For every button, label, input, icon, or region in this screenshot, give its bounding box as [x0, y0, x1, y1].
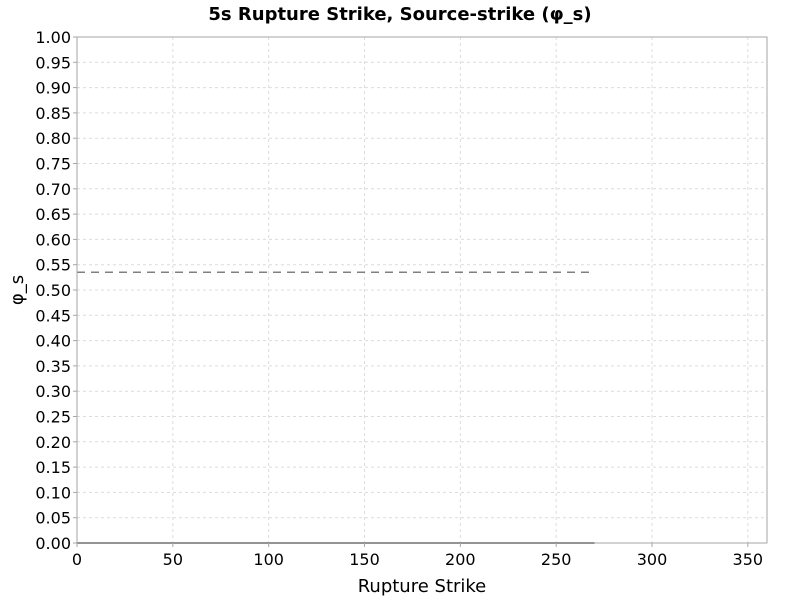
- x-tick-label: 250: [541, 550, 572, 569]
- y-tick-label: 0.75: [35, 155, 71, 174]
- y-tick-label: 0.40: [35, 332, 71, 351]
- x-tick-label: 100: [253, 550, 284, 569]
- y-tick-label: 0.60: [35, 230, 71, 249]
- chart-title: 5s Rupture Strike, Source-strike (φ_s): [208, 4, 591, 25]
- y-tick-label: 0.10: [35, 483, 71, 502]
- y-tick-label: 0.55: [35, 256, 71, 275]
- y-tick-label: 0.05: [35, 509, 71, 528]
- x-tick-label: 350: [733, 550, 764, 569]
- y-tick-label: 0.25: [35, 408, 71, 427]
- x-tick-label: 300: [637, 550, 668, 569]
- y-tick-label: 0.85: [35, 104, 71, 123]
- y-tick-label: 0.00: [35, 534, 71, 553]
- y-tick-label: 0.65: [35, 205, 71, 224]
- y-tick-label: 0.50: [35, 281, 71, 300]
- x-tick-label: 150: [349, 550, 380, 569]
- y-tick-label: 0.95: [35, 53, 71, 72]
- x-axis-label: Rupture Strike: [358, 576, 487, 597]
- y-tick-label: 0.20: [35, 433, 71, 452]
- x-tick-label: 0: [72, 550, 82, 569]
- y-tick-label: 0.30: [35, 382, 71, 401]
- y-tick-label: 0.35: [35, 357, 71, 376]
- y-tick-label: 0.90: [35, 79, 71, 98]
- y-tick-label: 0.80: [35, 129, 71, 148]
- axis-layer: 0.00 0.05 0.10 0.15 0.20 0.25 0.30 0.35 0.40 0.45…: [35, 28, 763, 569]
- y-tick-label: 0.45: [35, 306, 71, 325]
- y-axis-label: φ_s: [7, 275, 28, 305]
- x-tick-label: 200: [445, 550, 476, 569]
- y-tick-label: 0.15: [35, 458, 71, 477]
- y-tick-label: 1.00: [35, 28, 71, 47]
- x-tick-label: 50: [163, 550, 183, 569]
- y-tick-label: 0.70: [35, 180, 71, 199]
